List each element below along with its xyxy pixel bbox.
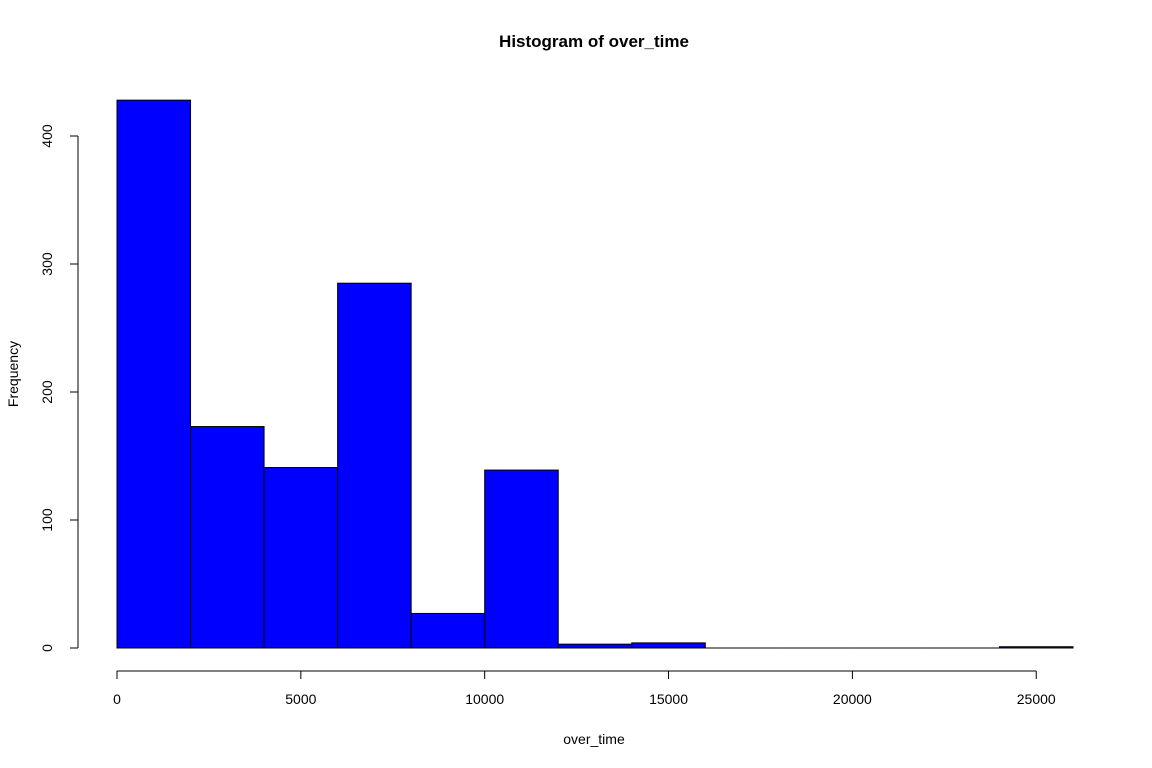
x-axis: 0 5000 10000 15000 20000 25000 [113,670,1056,707]
histogram-bar [410,612,486,649]
histogram-bar [998,646,1074,649]
chart-title: Histogram of over_time [499,32,689,51]
y-axis: 0 100 200 300 400 [39,124,79,652]
x-tick-label: 5000 [285,691,316,707]
x-tick-label: 20000 [833,691,872,707]
x-tick-label: 10000 [465,691,504,707]
histogram-bar [484,469,559,649]
histogram-bar [557,643,633,649]
histogram-bar [631,642,706,649]
y-tick-label: 0 [39,644,55,652]
histogram-bar [116,99,192,649]
y-tick-label: 100 [39,508,55,532]
bars-group [116,99,1074,649]
y-axis-label: Frequency [5,341,21,407]
x-axis-label: over_time [563,731,625,747]
histogram-bar [190,426,265,649]
histogram-bar [337,282,412,649]
x-tick-label: 25000 [1017,691,1056,707]
x-tick-label: 15000 [649,691,688,707]
y-tick-label: 200 [39,380,55,404]
y-tick-label: 400 [39,124,55,148]
histogram-bar [263,467,339,649]
y-tick-label: 300 [39,252,55,276]
x-tick-label: 0 [113,691,121,707]
